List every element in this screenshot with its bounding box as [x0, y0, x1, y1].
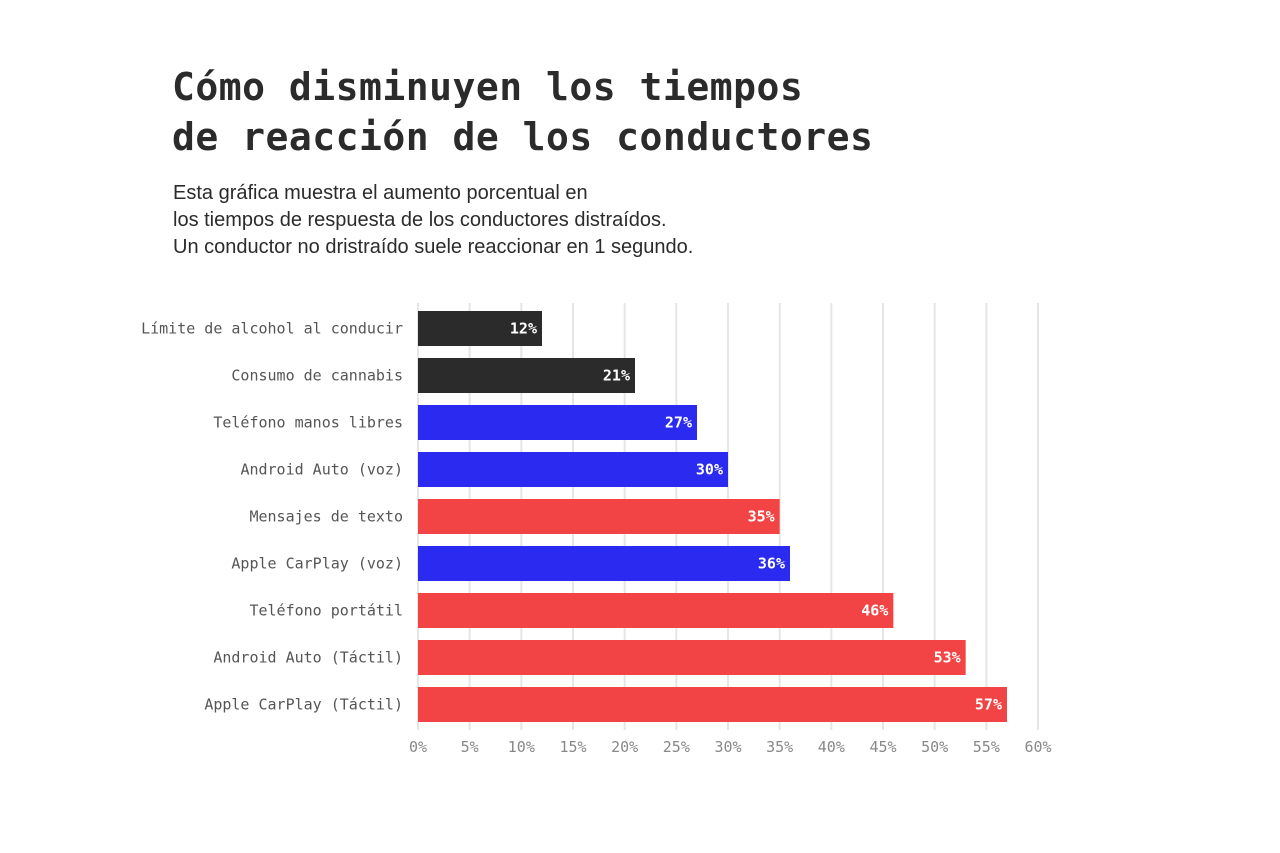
- x-tick-label: 0%: [409, 738, 427, 756]
- category-label: Consumo de cannabis: [231, 367, 403, 385]
- bar: [418, 546, 790, 581]
- value-label: 30%: [696, 461, 723, 479]
- chart-subtitle: Esta gráfica muestra el aumento porcentu…: [173, 180, 873, 261]
- category-label: Apple CarPlay (voz): [231, 555, 403, 573]
- category-label: Límite de alcohol al conducir: [141, 320, 403, 338]
- bar: [418, 687, 1007, 722]
- category-label: Teléfono portátil: [249, 602, 403, 620]
- x-tick-label: 50%: [921, 738, 948, 756]
- bar: [418, 358, 635, 393]
- title-line-2: de reacción de los conductores: [172, 115, 874, 159]
- x-tick-label: 25%: [663, 738, 690, 756]
- category-label: Teléfono manos libres: [213, 414, 403, 432]
- value-label: 53%: [934, 649, 961, 667]
- x-tick-label: 10%: [508, 738, 535, 756]
- x-tick-label: 45%: [869, 738, 896, 756]
- chart-title: Cómo disminuyen los tiempos de reacción …: [172, 62, 1072, 162]
- value-label: 27%: [665, 414, 692, 432]
- bar: [418, 452, 728, 487]
- value-label: 57%: [975, 696, 1002, 714]
- value-label: 21%: [603, 367, 630, 385]
- subtitle-line-1: Esta gráfica muestra el aumento porcentu…: [173, 182, 588, 204]
- x-tick-label: 20%: [611, 738, 638, 756]
- x-tick-label: 60%: [1024, 738, 1051, 756]
- subtitle-line-2: los tiempos de respuesta de los conducto…: [173, 209, 667, 231]
- x-tick-label: 15%: [559, 738, 586, 756]
- x-tick-label: 40%: [818, 738, 845, 756]
- x-tick-label: 35%: [766, 738, 793, 756]
- bar: [418, 311, 542, 346]
- x-tick-label: 30%: [714, 738, 741, 756]
- value-label: 12%: [510, 320, 537, 338]
- value-label: 46%: [861, 602, 888, 620]
- x-tick-label: 55%: [973, 738, 1000, 756]
- bar: [418, 593, 894, 628]
- category-label: Android Auto (Táctil): [213, 649, 403, 667]
- subtitle-line-3: Un conductor no dristraído suele reaccio…: [173, 236, 694, 258]
- category-label: Android Auto (voz): [240, 461, 403, 479]
- value-label: 35%: [748, 508, 775, 526]
- bar: [418, 640, 966, 675]
- bar: [418, 405, 697, 440]
- category-label: Mensajes de texto: [249, 508, 403, 526]
- category-label: Apple CarPlay (Táctil): [204, 696, 403, 714]
- x-tick-label: 5%: [461, 738, 479, 756]
- bar: [418, 499, 780, 534]
- value-label: 36%: [758, 555, 785, 573]
- title-line-1: Cómo disminuyen los tiempos: [172, 65, 804, 109]
